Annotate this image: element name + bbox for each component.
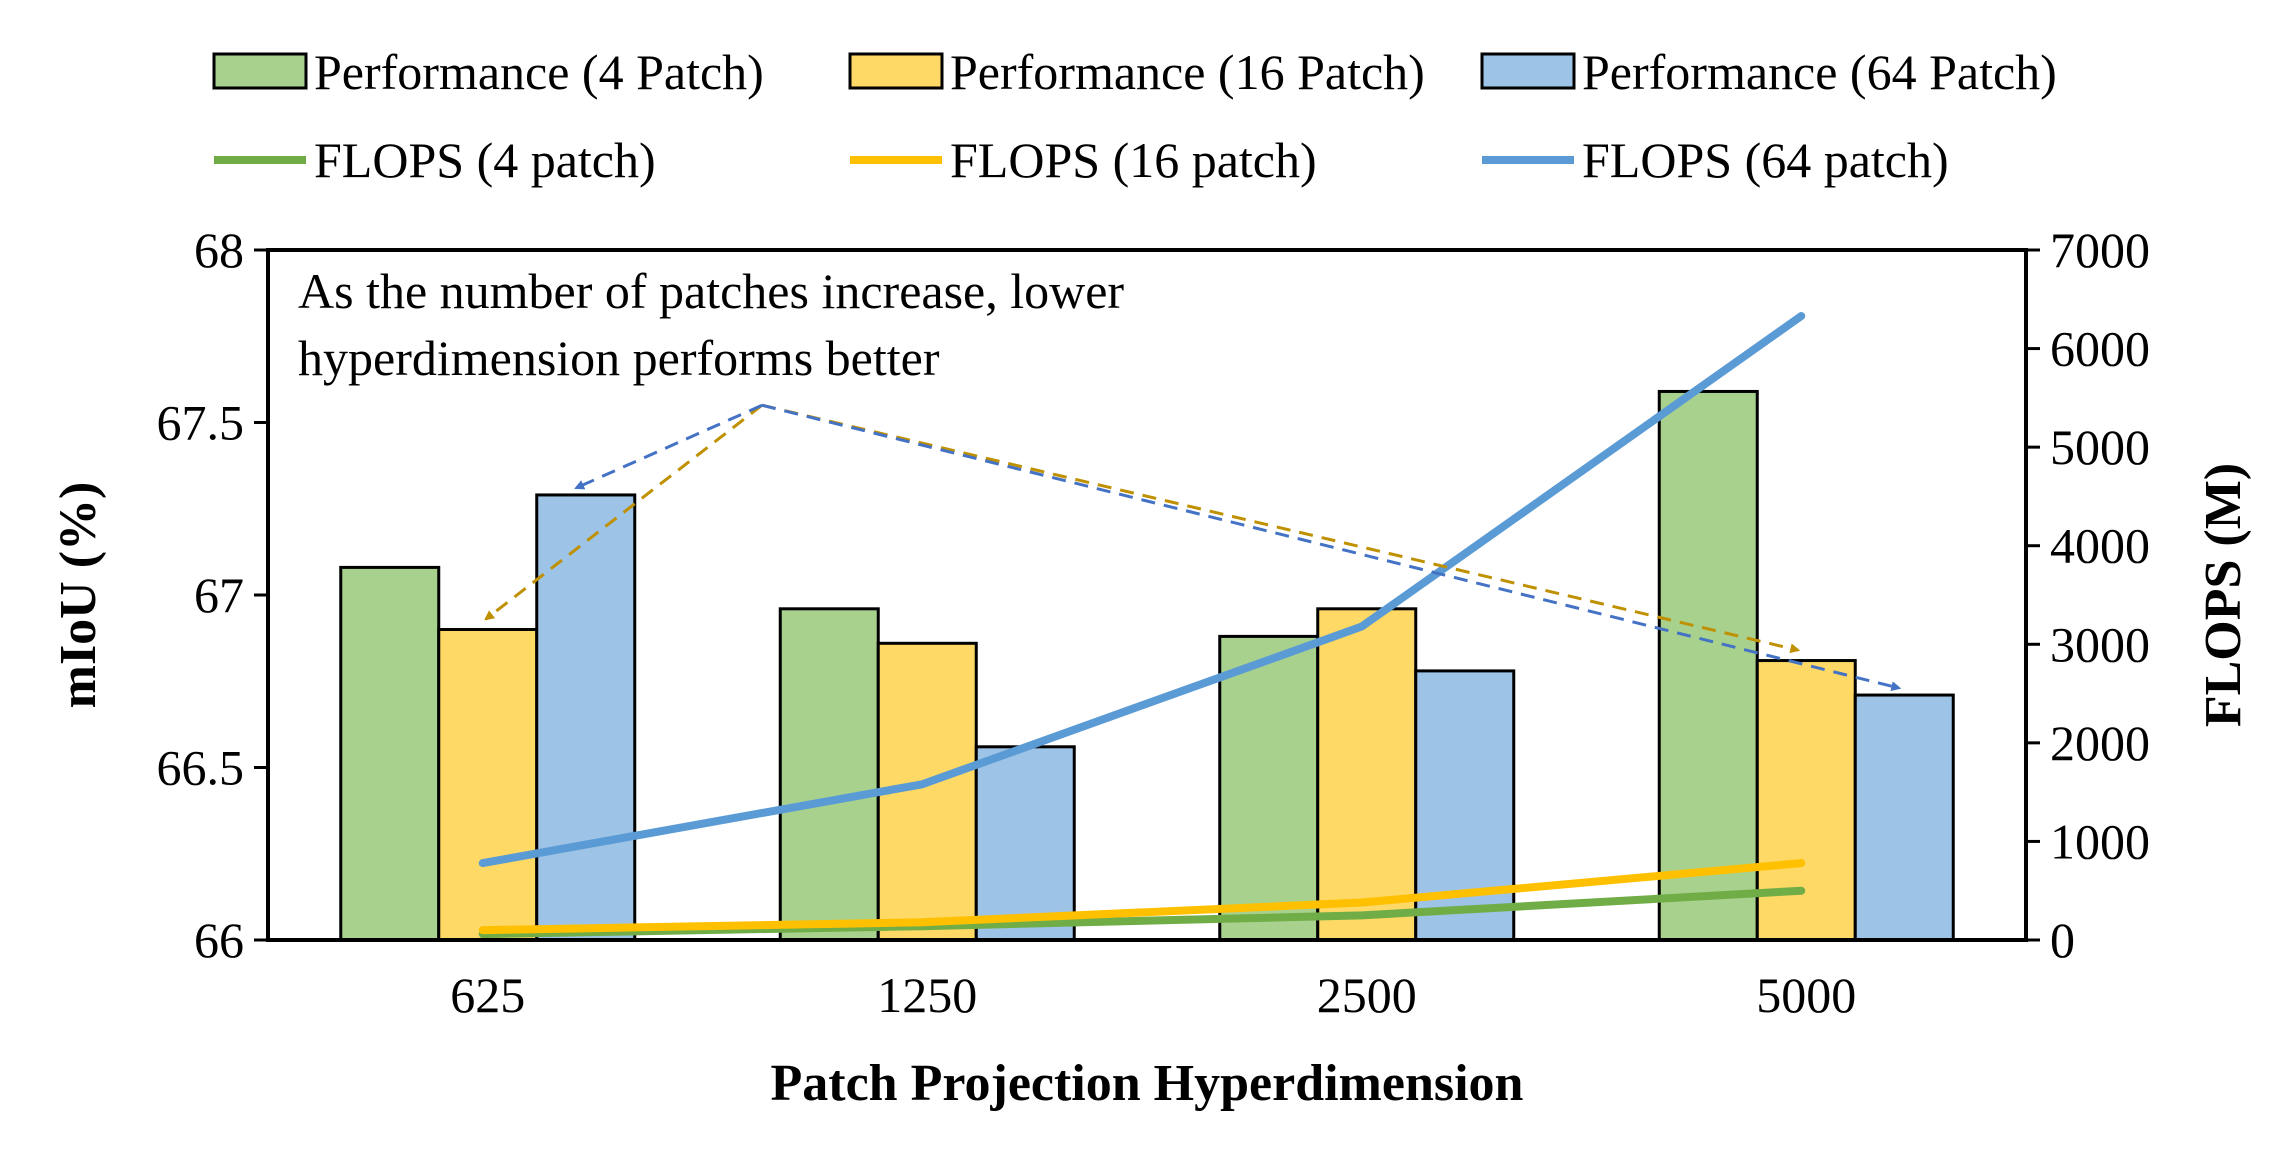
legend-swatch: [1480, 52, 1576, 90]
x-axis-title: Patch Projection Hyperdimension: [771, 1055, 1524, 1112]
right-tick-label: 5000: [2050, 419, 2150, 475]
legend-label: FLOPS (16 patch): [950, 132, 1317, 188]
blue-arrow-left: [574, 403, 763, 490]
right-tick-label: 2000: [2050, 715, 2150, 771]
right-tick-label: 1000: [2050, 813, 2150, 869]
annotation-arrows: [484, 403, 1902, 692]
left-tick-label: 67: [194, 567, 244, 623]
bar-performance-4-patch--1250: [778, 607, 880, 942]
legend-label: FLOPS (4 patch): [314, 132, 656, 188]
x-tick-label: 5000: [1756, 967, 1856, 1023]
legend-label: Performance (16 Patch): [950, 44, 1425, 100]
gold-arrow-left: [484, 404, 763, 621]
bar-performance-64-patch--625: [535, 493, 637, 942]
right-tick-label: 4000: [2050, 518, 2150, 574]
x-tick-label: 625: [450, 967, 525, 1023]
blue-arrow-right: [761, 403, 1902, 692]
left-tick-label: 67.5: [157, 395, 245, 451]
bar-performance-64-patch--1250: [974, 745, 1076, 942]
annotation-line-2: hyperdimension performs better: [298, 330, 940, 386]
flops-lines: [478, 312, 1806, 939]
legend-label: Performance (4 Patch): [314, 44, 764, 100]
bar-performance-4-patch--5000: [1657, 389, 1759, 942]
right-tick-label: 3000: [2050, 616, 2150, 672]
legend-label: Performance (64 Patch): [1582, 44, 2057, 100]
gold-arrow-right: [761, 403, 1801, 654]
annotation-line-1: As the number of patches increase, lower: [298, 263, 1124, 319]
bar-performance-16-patch--5000: [1755, 659, 1857, 942]
bars: [339, 389, 1955, 942]
left-axis-ticks: 66 66.5 67 67.5 68: [157, 222, 268, 968]
bar-performance-16-patch--625: [437, 628, 539, 942]
legend-label: FLOPS (64 patch): [1582, 132, 1949, 188]
bar-performance-4-patch--2500: [1218, 634, 1320, 942]
bar-performance-4-patch--625: [339, 565, 441, 942]
y-axis-title: mIoU (%): [50, 482, 107, 709]
right-tick-label: 0: [2050, 912, 2075, 968]
legend: Performance (4 Patch) Performance (16 Pat…: [212, 44, 2057, 188]
bar-performance-16-patch--2500: [1316, 607, 1418, 942]
right-axis-ticks: 0 1000 2000 3000 4000 5000 6000 7000: [2026, 222, 2150, 968]
bar-performance-64-patch--5000: [1853, 693, 1955, 942]
right-tick-label: 6000: [2050, 321, 2150, 377]
legend-swatch: [212, 52, 308, 90]
left-tick-label: 66: [194, 912, 244, 968]
left-tick-label: 66.5: [157, 740, 245, 796]
x-tick-label: 2500: [1317, 967, 1417, 1023]
y2-axis-title: FLOPS (M): [2195, 463, 2252, 727]
line-flops-16-patch-: [478, 859, 1806, 935]
x-axis-ticks: 625 1250 2500 5000: [450, 967, 1856, 1023]
x-tick-label: 1250: [877, 967, 977, 1023]
right-tick-label: 7000: [2050, 222, 2150, 278]
left-tick-label: 68: [194, 222, 244, 278]
line-flops-64-patch-: [478, 312, 1806, 868]
legend-swatch: [848, 52, 944, 90]
